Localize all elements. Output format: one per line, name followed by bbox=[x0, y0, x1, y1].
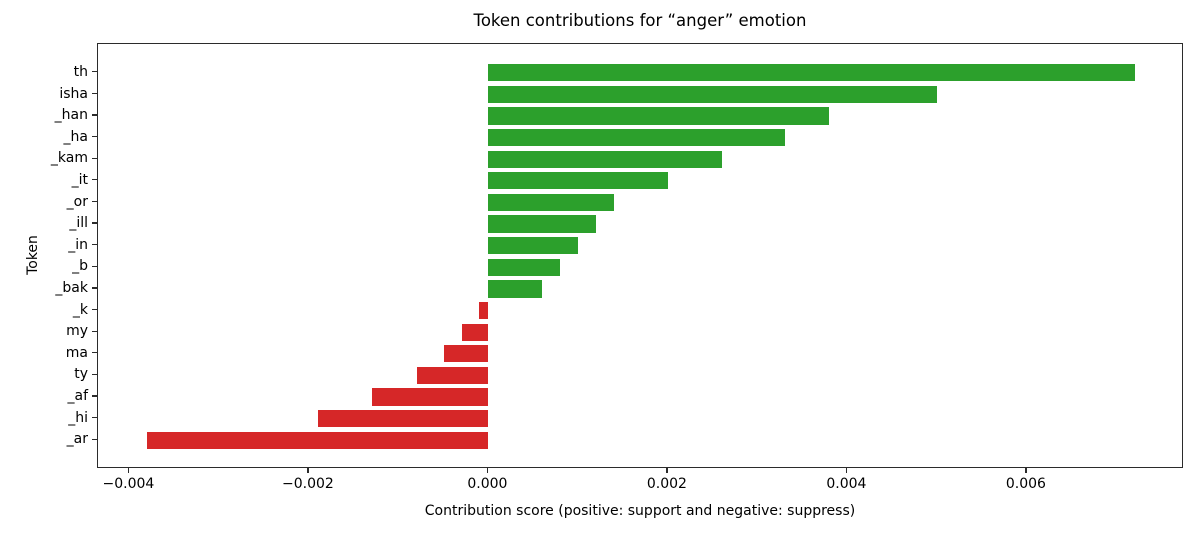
bar-_hi bbox=[317, 409, 489, 428]
y-tick-mark bbox=[91, 308, 97, 311]
y-tick-label: _kam bbox=[50, 150, 88, 167]
bar-_ill bbox=[488, 215, 597, 233]
y-tick-mark bbox=[91, 114, 97, 116]
y-tick-mark bbox=[91, 179, 97, 181]
bar-_ar bbox=[147, 431, 489, 449]
bar-_k bbox=[479, 301, 489, 320]
y-tick-mark bbox=[91, 157, 97, 159]
bar-_ha bbox=[488, 129, 785, 147]
y-tick-mark bbox=[91, 71, 97, 73]
bar-_bak bbox=[488, 280, 543, 298]
plot-area bbox=[97, 43, 1183, 468]
y-tick-label: _han bbox=[54, 107, 88, 124]
y-tick-label: _ar bbox=[66, 431, 88, 448]
y-tick-mark bbox=[91, 265, 97, 267]
bar-ty bbox=[416, 366, 489, 384]
bar-th bbox=[488, 64, 1135, 82]
y-tick-label: _ill bbox=[69, 215, 88, 232]
y-tick-mark bbox=[91, 438, 97, 440]
y-tick-label: _b bbox=[72, 258, 88, 275]
y-tick-label: _it bbox=[71, 171, 88, 188]
x-tick-mark bbox=[486, 468, 489, 473]
chart-title: Token contributions for “anger” emotion bbox=[473, 11, 807, 30]
bar-_b bbox=[488, 258, 561, 276]
y-tick-mark bbox=[91, 136, 97, 138]
y-tick-mark bbox=[91, 287, 97, 289]
y-tick-mark bbox=[91, 200, 97, 203]
y-tick-mark bbox=[91, 352, 97, 354]
y-tick-label: _af bbox=[67, 387, 88, 404]
x-tick-label: −0.002 bbox=[281, 476, 334, 492]
x-tick-mark bbox=[307, 468, 309, 473]
x-tick-label: 0.000 bbox=[467, 476, 508, 492]
x-axis-label: Contribution score (positive: support an… bbox=[424, 503, 856, 519]
x-tick-label: 0.004 bbox=[826, 476, 867, 492]
y-tick-mark bbox=[91, 416, 97, 419]
y-tick-label: ma bbox=[65, 344, 88, 361]
y-tick-label: my bbox=[66, 323, 88, 340]
bar-isha bbox=[488, 85, 938, 104]
bar-_af bbox=[371, 388, 489, 406]
bar-my bbox=[461, 323, 489, 341]
y-tick-mark bbox=[91, 395, 97, 397]
y-tick-label: _ha bbox=[63, 128, 88, 145]
y-tick-mark bbox=[91, 330, 97, 332]
y-tick-label: _k bbox=[72, 301, 88, 318]
bar-_or bbox=[488, 193, 615, 212]
y-tick-mark bbox=[91, 222, 97, 224]
x-tick-label: 0.002 bbox=[646, 476, 687, 492]
bar-_han bbox=[488, 107, 830, 125]
bar-ma bbox=[443, 345, 489, 363]
bar-_it bbox=[488, 172, 668, 190]
bar-_in bbox=[488, 237, 579, 255]
x-tick-mark bbox=[845, 468, 848, 473]
y-tick-mark bbox=[91, 373, 97, 375]
bar-_kam bbox=[488, 150, 722, 168]
y-tick-label: _bak bbox=[55, 279, 88, 296]
x-tick-mark bbox=[127, 468, 130, 473]
y-tick-label: th bbox=[73, 63, 88, 80]
x-tick-mark bbox=[666, 468, 668, 473]
x-tick-mark bbox=[1025, 468, 1027, 473]
x-tick-label: 0.006 bbox=[1005, 476, 1046, 492]
y-tick-label: isha bbox=[59, 85, 88, 102]
y-tick-mark bbox=[91, 244, 97, 246]
y-tick-label: ty bbox=[74, 366, 88, 383]
y-tick-label: _hi bbox=[68, 409, 88, 426]
y-tick-label: _in bbox=[68, 236, 88, 253]
x-tick-label: −0.004 bbox=[102, 476, 155, 492]
y-tick-label: _or bbox=[66, 193, 88, 210]
y-tick-mark bbox=[91, 92, 97, 95]
